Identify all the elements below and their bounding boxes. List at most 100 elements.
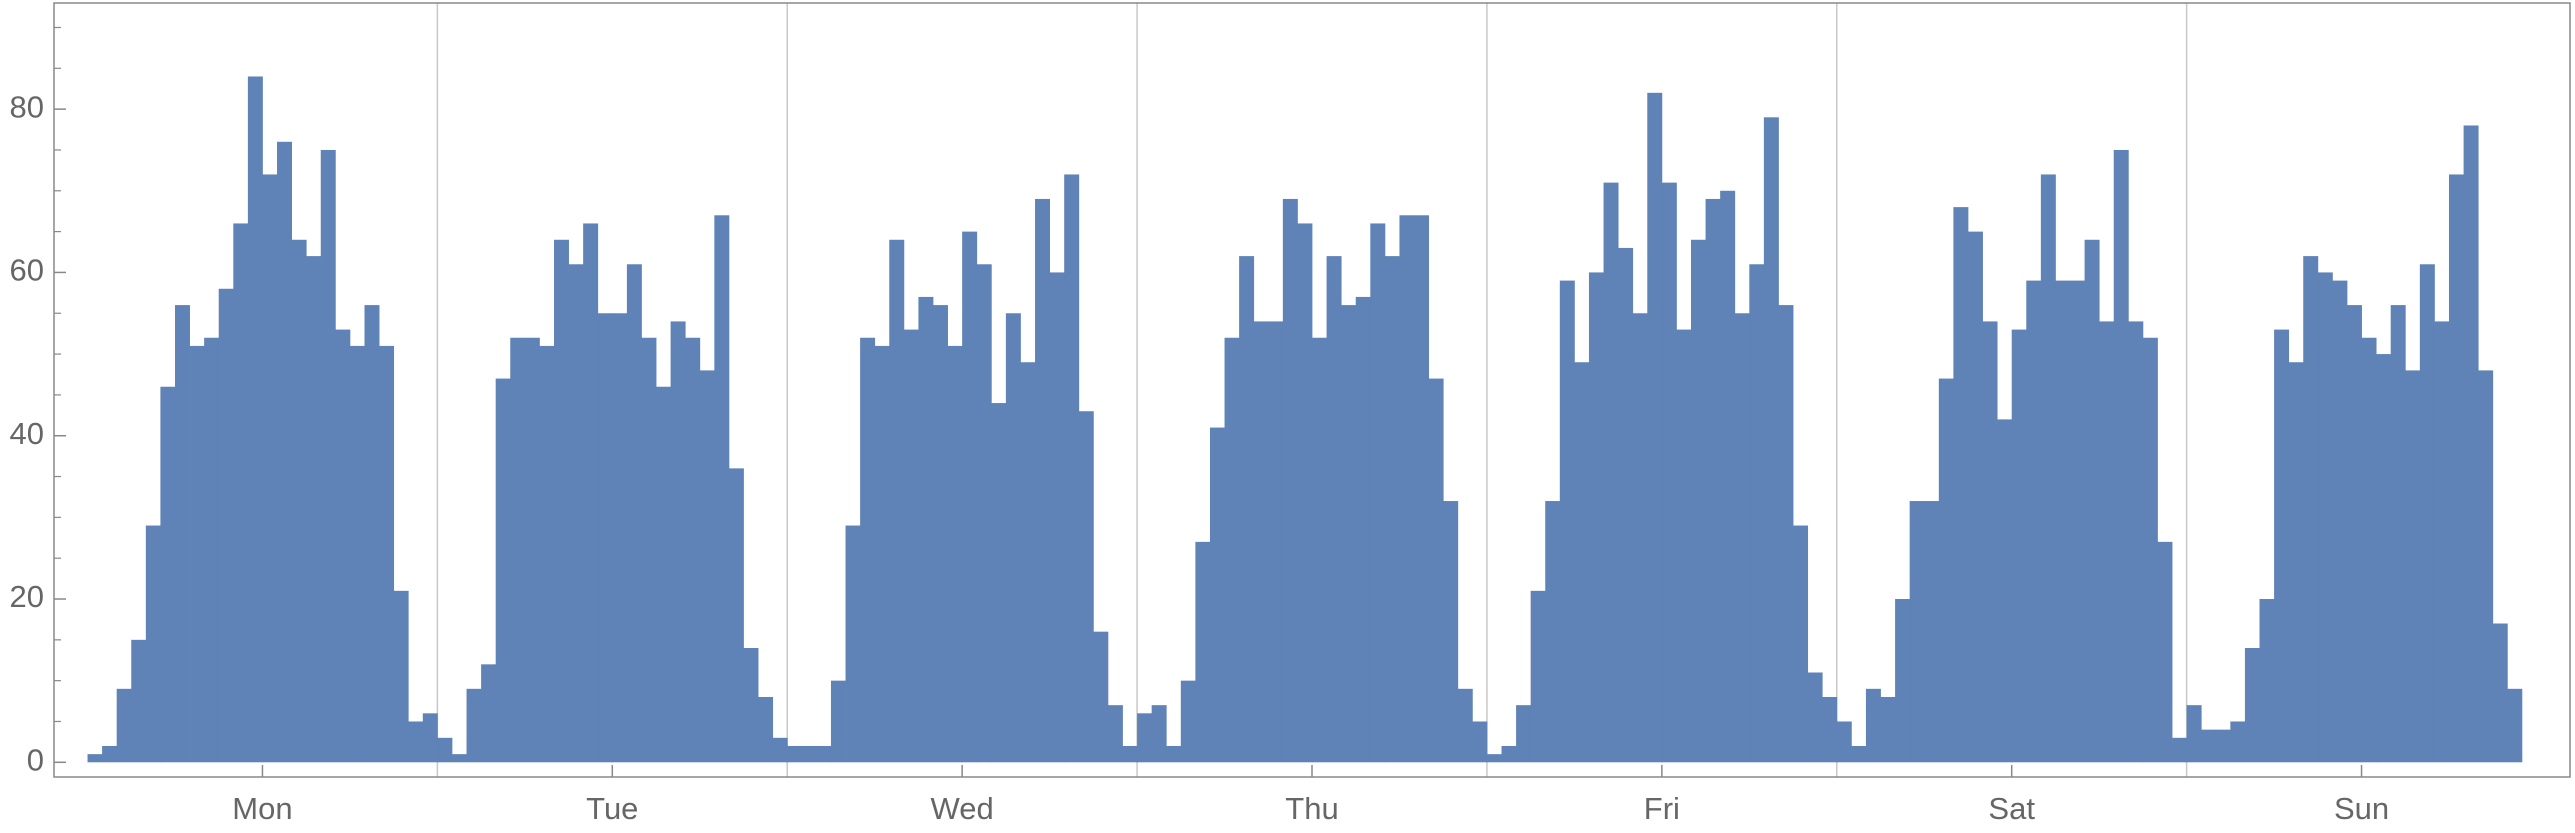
bar <box>728 468 744 763</box>
bar <box>1749 264 1765 763</box>
bar <box>1807 672 1823 763</box>
bar <box>349 345 365 763</box>
bar <box>2172 737 2188 763</box>
y-tick-label: 60 <box>10 253 44 288</box>
bar <box>1457 688 1473 763</box>
bar <box>277 141 293 763</box>
bar <box>1078 411 1094 763</box>
bar <box>1705 198 1721 763</box>
bar <box>816 745 832 763</box>
bar <box>1691 239 1706 763</box>
bar <box>1384 256 1400 763</box>
bar <box>889 239 905 763</box>
bar <box>145 525 161 763</box>
bar <box>1574 362 1590 763</box>
bar <box>408 721 424 763</box>
bar <box>656 386 672 763</box>
bar <box>2026 280 2042 763</box>
y-tick-label: 40 <box>10 416 44 451</box>
bar <box>670 321 686 763</box>
bar <box>2099 321 2115 763</box>
bar <box>1195 541 1211 763</box>
bar <box>495 378 511 763</box>
bar <box>2040 174 2056 763</box>
bar <box>947 345 963 763</box>
bar <box>2317 272 2333 763</box>
bar <box>772 737 788 763</box>
bar <box>1763 117 1779 763</box>
bar <box>539 345 555 763</box>
x-tick-label: Sat <box>1988 791 2035 826</box>
bar <box>1414 215 1430 763</box>
bar <box>2390 305 2406 763</box>
bar <box>1647 92 1663 763</box>
bar <box>787 745 803 763</box>
bar <box>1239 256 1255 763</box>
x-tick-label: Tue <box>586 791 638 826</box>
bar <box>218 288 234 763</box>
x-tick-label: Thu <box>1285 791 1338 826</box>
bar <box>1312 337 1327 763</box>
bar <box>1297 223 1313 763</box>
bar <box>801 745 817 763</box>
bar <box>2201 729 2217 763</box>
bar <box>291 239 307 763</box>
bar <box>2303 256 2319 763</box>
bar <box>1618 247 1634 763</box>
bar <box>1851 745 1867 763</box>
bar <box>160 386 176 763</box>
bar <box>714 215 730 763</box>
bar <box>1443 501 1459 763</box>
bar <box>510 337 526 763</box>
bar <box>1880 696 1896 763</box>
bar <box>1501 745 1517 763</box>
bar <box>1778 305 1794 763</box>
bar <box>233 223 249 763</box>
bar <box>2070 280 2085 763</box>
bar <box>2449 174 2464 763</box>
bar <box>2157 541 2173 763</box>
bar <box>1472 721 1488 763</box>
bar <box>2492 623 2508 763</box>
bar <box>1093 631 1109 763</box>
bar <box>379 345 395 763</box>
bar <box>87 754 103 763</box>
bar <box>2405 370 2421 763</box>
bar <box>1428 378 1444 763</box>
bar <box>364 305 380 763</box>
y-tick-label: 20 <box>10 579 44 614</box>
bar <box>699 370 715 763</box>
bar <box>437 737 453 763</box>
bar <box>1341 305 1357 763</box>
bar <box>2142 337 2158 763</box>
bar <box>1268 321 1284 763</box>
bar <box>962 231 978 763</box>
bar <box>1486 754 1502 763</box>
bar <box>553 239 569 763</box>
bar <box>2419 264 2435 763</box>
bar <box>2361 337 2377 763</box>
bar <box>612 313 628 763</box>
bar <box>2186 705 2202 763</box>
bar <box>2230 721 2246 763</box>
bar <box>1530 590 1546 763</box>
bar <box>2332 280 2348 763</box>
bar <box>247 76 263 763</box>
bar <box>102 745 118 763</box>
bar <box>1603 182 1619 763</box>
bar <box>1632 313 1648 763</box>
bar <box>2463 125 2479 763</box>
bar <box>1253 321 1269 763</box>
bar <box>2055 280 2071 763</box>
bar <box>422 713 438 763</box>
bar <box>1516 705 1532 763</box>
bar <box>1224 337 1240 763</box>
bar <box>1559 280 1575 763</box>
bar <box>2274 329 2290 763</box>
bar <box>481 664 497 763</box>
bar <box>2128 321 2144 763</box>
bar <box>393 590 409 763</box>
bar <box>597 313 613 763</box>
bar <box>626 264 642 763</box>
bar <box>583 223 599 763</box>
